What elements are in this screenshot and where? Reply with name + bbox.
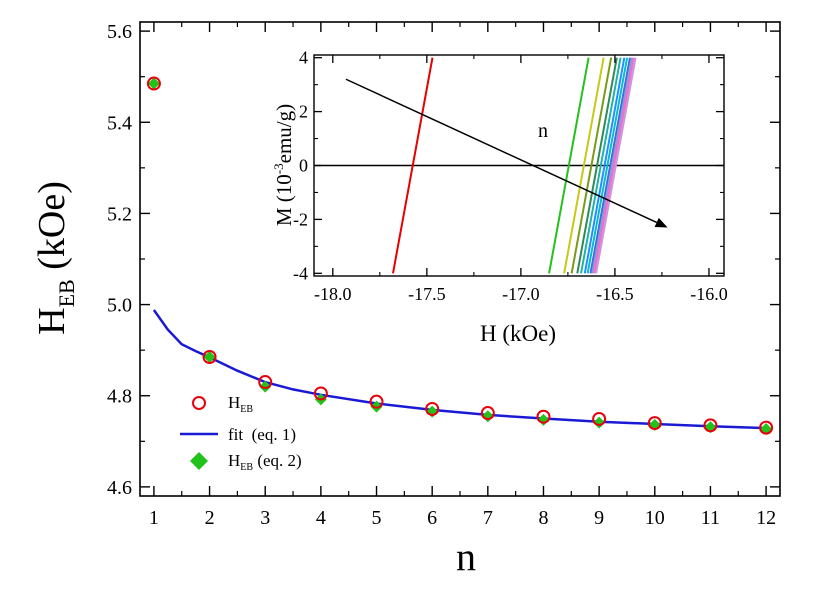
heb-point [647,416,662,431]
main-x-axis-label: n [456,534,476,579]
hysteresis-branch-line [392,57,434,274]
legend-label-heb-sub: EB [240,404,253,415]
inset-y-axis-label-sup: -3 [271,163,286,174]
main-y-tick-label: 5.0 [107,295,132,317]
main-x-tick-label: 5 [372,507,382,529]
heb-point [759,420,774,435]
inset-arrow-shaft [345,78,657,224]
inset-annotation-n: n [538,120,548,142]
inset-x-tick-label: -18.0 [314,284,352,304]
inset-y-tick-label: 2 [299,102,308,122]
inset-x-tick-label: -17.5 [408,284,446,304]
inset-x-tick-label: -16.5 [596,284,634,304]
inset-y-axis-label-pre: M (10 [272,174,296,226]
main-chart: 1 2 3 4 5 6 7 8 9 10 11 124.64.85.05.25.45.6 n HEB … [31,21,781,579]
heb-eq2-point [259,380,272,393]
inset-y-tick-label: 0 [299,156,308,176]
legend-label-fit-tail: (eq. 1) [243,425,296,444]
legend-label-heb-eq2-sub: EB [240,462,253,473]
heb-point [536,409,551,424]
main-y-axis-label-main: H [31,307,73,334]
main-x-tick-label: 7 [483,507,493,529]
main-y-tick-label: 5.6 [107,21,132,43]
main-x-tick-label: 10 [645,507,665,529]
heb-point [369,394,384,409]
hysteresis-branch-line [563,57,605,274]
hysteresis-branch-line [591,57,633,274]
hysteresis-branch-line [548,57,590,274]
hysteresis-branch-line [570,57,613,274]
heb-point [703,418,718,433]
inset-x-tick-label: -17.0 [502,284,540,304]
inset-x-tick-label: -16.0 [690,284,728,304]
main-y-tick-label: 4.6 [107,477,132,499]
main-x-tick-label: 6 [427,507,437,529]
legend-label-heb-eq2-tail: (eq. 2) [253,451,302,470]
inset-axis-ticks: -18.0 -17.5 -17.0 -16.5 -16.0 -4 -2 0 2 4 [293,48,728,304]
legend-label-heb-eq2: HEB (eq. 2) [228,451,302,473]
main-y-axis-label-sub: EB [54,279,79,307]
heb-point [258,375,273,390]
main-x-tick-label: 8 [538,507,548,529]
legend-label-fit: fit (eq. 1) [228,425,296,444]
main-x-tick-label: 1 [149,507,159,529]
heb-point [480,406,495,421]
heb-point [592,411,607,426]
heb-eq2-point [203,350,216,363]
hysteresis-branch-line [576,57,618,274]
hysteresis-branch-line [583,57,626,274]
inset-y-tick-label: -4 [293,263,308,283]
legend-label-heb: HEB [228,393,253,415]
legend-label-fit-main: fit [228,425,243,444]
inset-y-axis-label-post: emu/g) [272,104,296,163]
main-x-tick-label: 11 [701,507,720,529]
inset-y-tick-label: -2 [293,209,308,229]
legend-label-heb-eq2-main: H [228,451,240,470]
main-axis-ticks: 1 2 3 4 5 6 7 8 9 10 11 124.64.85.05.25.45.6 [107,21,780,529]
heb-point [425,401,440,416]
hysteresis-branch-line [586,57,629,274]
main-y-tick-label: 5.4 [107,112,132,134]
inset-arrow-head [654,217,668,228]
heb-eq2-point [593,416,606,429]
main-y-tick-label: 4.8 [107,386,132,408]
legend-marker-heb [192,396,206,410]
main-x-tick-label: 2 [205,507,215,529]
main-y-axis-label-tail: (kOe) [31,181,73,279]
hysteresis-branch-line [580,57,622,274]
main-y-tick-label: 5.2 [107,203,132,225]
main-x-tick-label: 3 [260,507,270,529]
heb-eq2-point [147,77,160,90]
inset-chart: -18.0 -17.5 -17.0 -16.5 -16.0 -4 -2 0 2 4 n H (kO… [271,48,728,346]
hysteresis-branch-line [589,57,631,274]
inset-y-axis-label: M (10-3emu/g) [271,104,296,226]
inset-plot-frame [313,54,725,277]
inset-series-layer [314,57,724,274]
hysteresis-branch-line [595,57,637,274]
hysteresis-branch-line [593,57,635,274]
main-series-layer [146,76,774,436]
inset-y-tick-label: 4 [299,48,308,68]
main-legend: HEB fit (eq. 1) HEB (eq. 2) [180,393,302,473]
heb-point [146,76,161,91]
main-x-tick-label: 4 [316,507,326,529]
heb-point [202,349,217,364]
main-y-axis-label: HEB (kOe) [31,181,79,335]
legend-label-heb-main: H [228,393,240,412]
heb-point [313,386,328,401]
inset-x-axis-label: H (kOe) [480,321,556,346]
legend-marker-heb-eq2 [190,452,208,470]
main-x-tick-label: 9 [594,507,604,529]
main-x-tick-label: 12 [756,507,776,529]
